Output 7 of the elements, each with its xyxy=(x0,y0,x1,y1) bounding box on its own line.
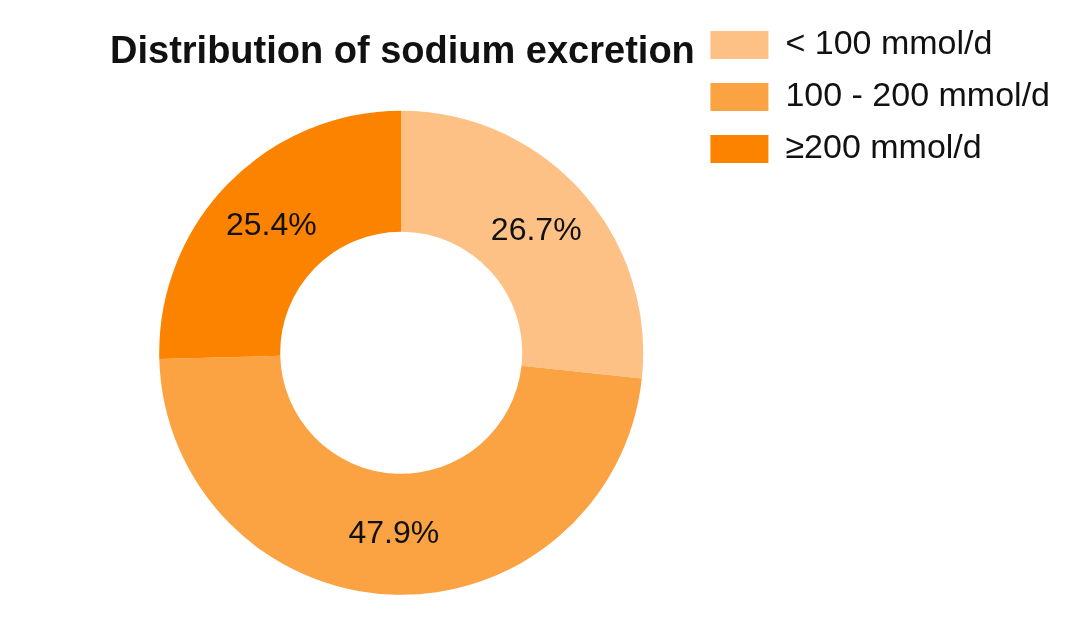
data-label: 47.9% xyxy=(348,513,440,550)
legend-label: 100 - 200 mmol/d xyxy=(785,75,1051,114)
legend-label: ≥200 mmol/d xyxy=(785,127,982,166)
chart-title: Distribution of sodium excretion xyxy=(110,29,695,72)
data-label: 25.4% xyxy=(225,205,317,242)
data-label: 26.7% xyxy=(490,211,582,248)
legend-label: < 100 mmol/d xyxy=(785,23,993,62)
